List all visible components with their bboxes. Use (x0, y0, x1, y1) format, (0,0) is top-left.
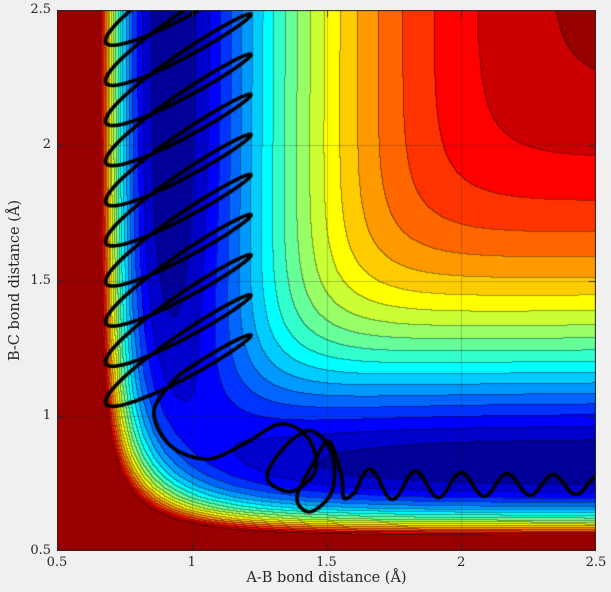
y-tick-label: 1.5 (30, 272, 51, 288)
y-tick-label: 2.5 (30, 2, 51, 17)
x-tick-label: 1 (187, 555, 196, 570)
x-tick-label: 2 (457, 555, 466, 570)
y-tick-label: 0.5 (30, 543, 51, 558)
x-tick-label: 1.5 (316, 555, 337, 570)
y-tick-label: 2 (42, 137, 51, 153)
x-tick-label: 0.5 (46, 555, 68, 570)
x-tick-label: 2.5 (585, 555, 607, 570)
contour-plot-canvas (57, 10, 596, 551)
x-axis-label: A-B bond distance (Å) (246, 570, 407, 586)
y-tick-label: 1 (42, 407, 51, 423)
